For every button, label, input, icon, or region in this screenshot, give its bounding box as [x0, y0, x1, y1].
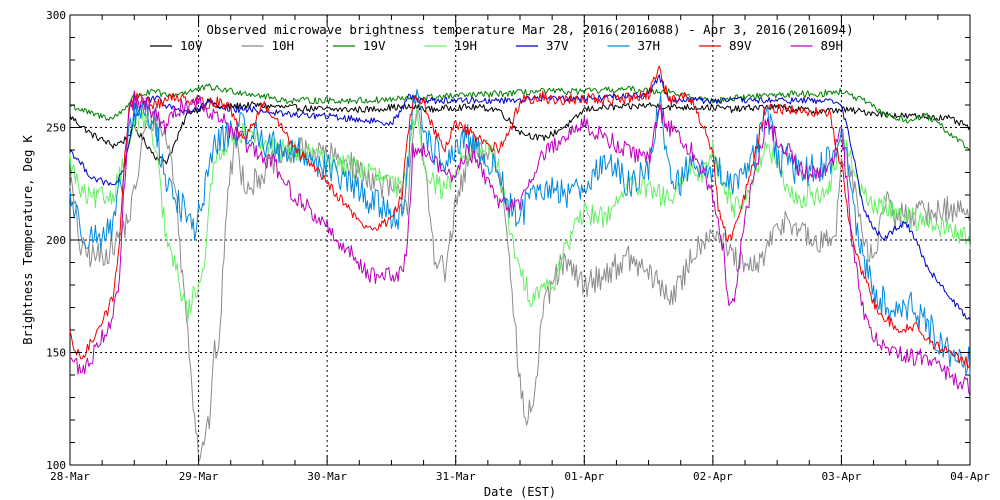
y-axis-title: Brightness Temperature, Deg K: [21, 134, 35, 344]
legend-label-10H: 10H: [272, 38, 295, 53]
x-tick-label: 04-Apr: [950, 470, 990, 483]
axis-ticks: 28-Mar 29-Mar 30-Mar 31-Mar 01-Apr 02-Apr 03-A…: [46, 9, 990, 483]
legend-label-89H: 89H: [821, 38, 844, 53]
series-line-37H: [69, 88, 971, 376]
x-tick-label: 03-Apr: [822, 470, 862, 483]
x-tick-label: 28-Mar: [50, 470, 90, 483]
y-tick-label: 250: [46, 122, 66, 135]
legend-label-89V: 89V: [729, 38, 752, 53]
y-tick-label: 100: [46, 459, 66, 472]
legend-label-19H: 19H: [455, 38, 478, 53]
series-line-19V: [69, 83, 971, 150]
x-axis-title: Date (EST): [484, 485, 556, 499]
series-line-89H: [69, 91, 971, 397]
x-tick-label: 31-Mar: [436, 470, 476, 483]
x-tick-label: 29-Mar: [179, 470, 219, 483]
series-line-10V: [69, 97, 971, 165]
y-tick-label: 200: [46, 234, 66, 247]
legend-label-10V: 10V: [180, 38, 203, 53]
series-line-19H: [69, 107, 971, 323]
y-tick-label: 150: [46, 347, 66, 360]
x-tick-label: 30-Mar: [307, 470, 347, 483]
chart-title: Observed microwave brightness temperatur…: [206, 22, 853, 37]
legend: 10V 10H 19V 19H 37V 37H 89V 89H: [150, 38, 843, 53]
series-line-37V: [69, 74, 971, 321]
legend-label-37V: 37V: [546, 38, 569, 53]
series-line-89V: [69, 65, 971, 368]
x-tick-label: 02-Apr: [693, 470, 733, 483]
series-lines: [69, 65, 971, 462]
series-line-10H: [69, 107, 971, 462]
legend-label-37H: 37H: [638, 38, 661, 53]
y-tick-label: 300: [46, 9, 66, 22]
legend-label-19V: 19V: [363, 38, 386, 53]
grid-lines: [70, 15, 970, 465]
x-tick-label: 01-Apr: [564, 470, 604, 483]
